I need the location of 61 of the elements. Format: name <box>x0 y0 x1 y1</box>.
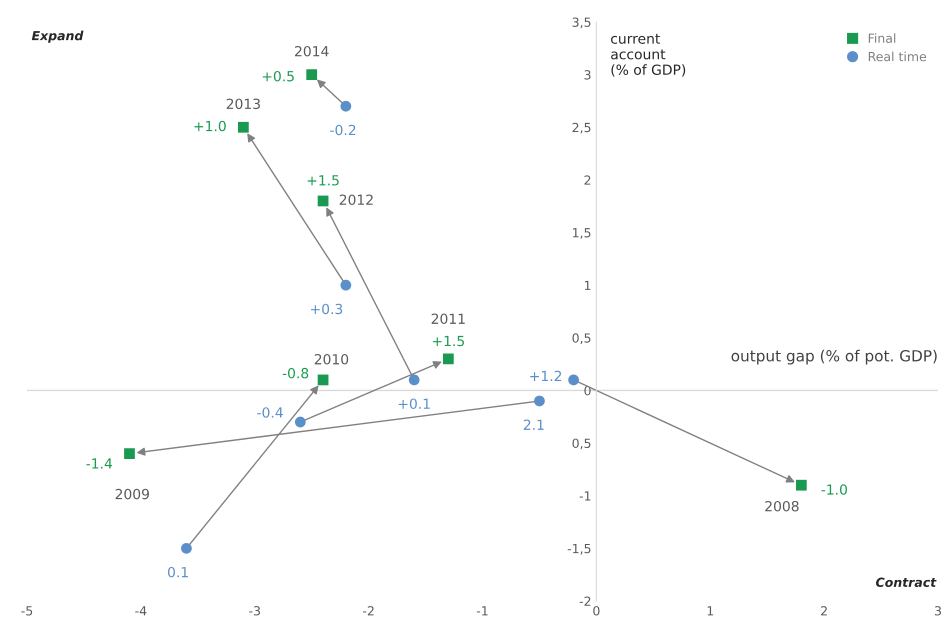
annotation: +1.5 <box>432 336 464 346</box>
x-tick-label: -4 <box>135 606 146 616</box>
y-tick-label: 1 <box>584 280 590 290</box>
annotation: -0.2 <box>330 124 356 136</box>
y-tick-label: 1,5 <box>573 228 590 239</box>
point <box>442 353 454 364</box>
annotation: -1.0 <box>821 484 847 495</box>
annotation: +0.1 <box>398 398 430 409</box>
point <box>181 542 192 554</box>
point <box>340 100 352 112</box>
annotation: 2010 <box>314 354 348 365</box>
point <box>408 374 420 386</box>
point <box>318 196 328 206</box>
annotation: +1.0 <box>194 120 226 132</box>
annotation: 2.1 <box>524 420 544 430</box>
annotation: 2008 <box>765 500 799 512</box>
y-tick-label: 3 <box>584 70 591 80</box>
x-tick-label: -2 <box>363 606 374 616</box>
x-tick-label: -5 <box>21 606 32 616</box>
x-tick-label: 3 <box>934 606 941 616</box>
point <box>318 374 328 386</box>
x-axis-title: output gap (% of pot. GDP) <box>732 350 937 365</box>
point <box>124 448 135 459</box>
y-tick-label: 0,5 <box>572 438 590 450</box>
y-tick-label: -2 <box>580 596 590 606</box>
y-tick-label: 2 <box>584 175 590 185</box>
y-tick-label: -1 <box>580 491 590 500</box>
annotation: 2009 <box>116 488 149 500</box>
annotation: 2013 <box>226 98 260 110</box>
annotation: -1.4 <box>86 458 112 469</box>
x-tick-label: 1 <box>708 606 714 616</box>
annotation: 2014 <box>295 46 329 56</box>
annotation: Expand <box>32 30 84 43</box>
point <box>796 480 807 491</box>
annotation: +0.3 <box>311 304 342 314</box>
y-tick-label: 0,5 <box>572 333 590 344</box>
y-axis-title: current account (% of GDP) <box>611 34 686 77</box>
annotation: -0.4 <box>257 407 283 418</box>
y-tick-label: -1,5 <box>568 544 590 555</box>
x-tick-label: 0 <box>593 606 600 616</box>
point <box>534 396 545 406</box>
x-tick-label: 2 <box>821 606 827 616</box>
point <box>340 280 352 291</box>
y-tick-label: 3,5 <box>572 17 590 28</box>
annotation: +1.2 <box>530 370 562 381</box>
annotation: 2012 <box>340 194 373 205</box>
annotation: 0.1 <box>168 566 188 578</box>
point <box>568 374 579 386</box>
legend-label: Real time <box>868 52 926 62</box>
annotation: 2011 <box>432 314 465 324</box>
point <box>238 122 249 133</box>
annotation: Contract <box>876 578 937 587</box>
point <box>306 69 318 80</box>
x-tick-label: -1 <box>476 606 488 616</box>
legend-label: Final <box>868 33 896 43</box>
annotation: +0.5 <box>262 70 294 82</box>
annotation: +1.5 <box>308 175 339 186</box>
annotation: -0.8 <box>282 368 308 378</box>
point <box>294 416 306 428</box>
x-tick-label: -3 <box>249 606 260 616</box>
y-tick-label: 2,5 <box>572 122 590 134</box>
